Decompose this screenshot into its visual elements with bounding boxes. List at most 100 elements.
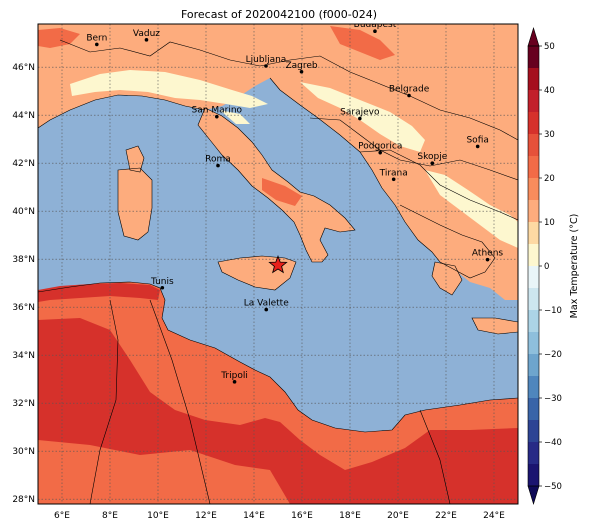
- city-label: Tirana: [379, 168, 408, 178]
- corsica: [126, 146, 144, 172]
- colorbar-band: [528, 332, 539, 354]
- colorbar-band: [528, 90, 539, 112]
- balkan-cool-zone: [425, 170, 518, 248]
- city-marker: Skopje: [417, 152, 448, 165]
- colorbar-band: [528, 288, 539, 310]
- longitude-tick-labels: 6°E 8°E 10°E 12°E 14°E 16°E 18°E 20°E 22°E 24°E: [54, 511, 505, 521]
- city-marker: Sofia: [466, 135, 489, 149]
- city-marker: Podgorica: [358, 142, 402, 155]
- city-label: Athens: [472, 249, 503, 259]
- colorbar-band: [528, 178, 539, 200]
- city-marker: La Valette: [244, 299, 289, 312]
- city-label: San Marino: [192, 106, 243, 116]
- po-hot-patch: [38, 28, 80, 48]
- lat-tick-label: 36°N: [12, 303, 35, 313]
- city-label: La Valette: [244, 299, 289, 309]
- colorbar-tick-label: 10: [544, 218, 555, 228]
- dinaric-cool-zone: [300, 82, 425, 152]
- graticule: [38, 24, 518, 504]
- crete: [472, 318, 518, 334]
- city-marker: Bern: [86, 33, 107, 47]
- colorbar-band: [528, 464, 539, 486]
- lon-tick-label: 10°E: [147, 511, 169, 521]
- city-marker: Ljubljana: [246, 55, 287, 68]
- city-dot: [264, 307, 269, 312]
- colorbar-band: [528, 156, 539, 178]
- city-marker: Tripoli: [220, 371, 248, 384]
- location-star-marker: [268, 255, 288, 274]
- city-label: Podgorica: [358, 142, 402, 152]
- city-label: Bern: [86, 33, 107, 43]
- colorbar-tick-label: −30: [544, 394, 562, 404]
- lon-tick-label: 14°E: [243, 511, 265, 521]
- lat-tick-label: 42°N: [12, 159, 35, 169]
- lon-tick-label: 6°E: [54, 511, 70, 521]
- colorbar-band: [528, 222, 539, 244]
- colorbar-band: [528, 266, 539, 288]
- lat-tick-label: 38°N: [12, 255, 35, 265]
- city-label: Tunis: [150, 277, 174, 287]
- city-marker: Tunis: [150, 277, 174, 290]
- colorbar-tick-label: 30: [544, 130, 555, 140]
- lon-tick-label: 20°E: [387, 511, 409, 521]
- latitude-tick-labels: 28°N 30°N 32°N 34°N 36°N 38°N 40°N 42°N 44°N 46°N: [12, 63, 35, 505]
- city-label: Tripoli: [220, 371, 248, 381]
- city-dot: [373, 29, 377, 33]
- colorbar-band: [528, 46, 539, 68]
- figure-title: Forecast of 2020042100 (f000-024): [181, 8, 377, 21]
- lat-tick-label: 40°N: [12, 207, 35, 217]
- colorbar-band: [528, 244, 539, 266]
- colorbar-band: [528, 354, 539, 376]
- city-dot: [391, 177, 396, 182]
- city-marker: Zagreb: [285, 61, 318, 74]
- city-dot: [264, 64, 268, 68]
- colorbar-band: [528, 200, 539, 222]
- colorbar-extend-bottom: [527, 485, 540, 506]
- colorbar-band: [528, 134, 539, 156]
- city-label: Vaduz: [133, 29, 160, 39]
- city-marker: Vaduz: [133, 29, 160, 42]
- lat-tick-label: 46°N: [12, 63, 35, 73]
- city-marker: Roma: [205, 155, 231, 168]
- colorbar-band: [528, 420, 539, 442]
- city-marker: San Marino: [192, 106, 243, 119]
- colorbar-tick-label: 0: [544, 262, 549, 272]
- city-label: Zagreb: [285, 61, 317, 71]
- lon-tick-label: 18°E: [339, 511, 361, 521]
- colorbar-band: [528, 112, 539, 134]
- greece: [400, 205, 495, 278]
- city-label: Belgrade: [389, 85, 430, 95]
- city-marker: Athens: [472, 249, 503, 262]
- city-dot: [216, 163, 220, 168]
- italy-south-hot-patch: [262, 178, 302, 206]
- lon-tick-label: 8°E: [102, 511, 118, 521]
- city-dot: [430, 161, 435, 165]
- city-label: Sarajevo: [340, 108, 380, 118]
- city-label: Sofia: [466, 135, 488, 145]
- colorbar-tick-label: −10: [544, 306, 562, 316]
- colorbar: 50 40 30 20 10 0 −10 −20 −30 −40 −50: [527, 26, 562, 506]
- colorbar-band: [528, 376, 539, 398]
- city-label: Roma: [205, 155, 231, 165]
- colorbar-tick-label: −20: [544, 350, 562, 360]
- coastal-strip-tunisia: [38, 283, 160, 302]
- colorbar-extend-top: [527, 26, 540, 47]
- city-dot: [378, 150, 383, 155]
- north-africa-hot-south: [38, 440, 290, 504]
- country-borders: [38, 39, 518, 504]
- city-dot: [95, 42, 99, 47]
- lon-tick-label: 22°E: [435, 511, 457, 521]
- colorbar-band: [528, 398, 539, 420]
- lat-tick-label: 34°N: [12, 351, 35, 361]
- city-label: Skopje: [417, 152, 447, 162]
- lat-tick-label: 32°N: [12, 399, 35, 409]
- colorbar-band: [528, 68, 539, 90]
- city-marker: Budapest: [354, 24, 397, 33]
- colorbar-band: [528, 310, 539, 332]
- alps-cool-zone: [70, 70, 268, 108]
- city-dot: [485, 257, 490, 262]
- city-label: Ljubljana: [246, 55, 287, 65]
- north-hot-patch: [330, 26, 395, 60]
